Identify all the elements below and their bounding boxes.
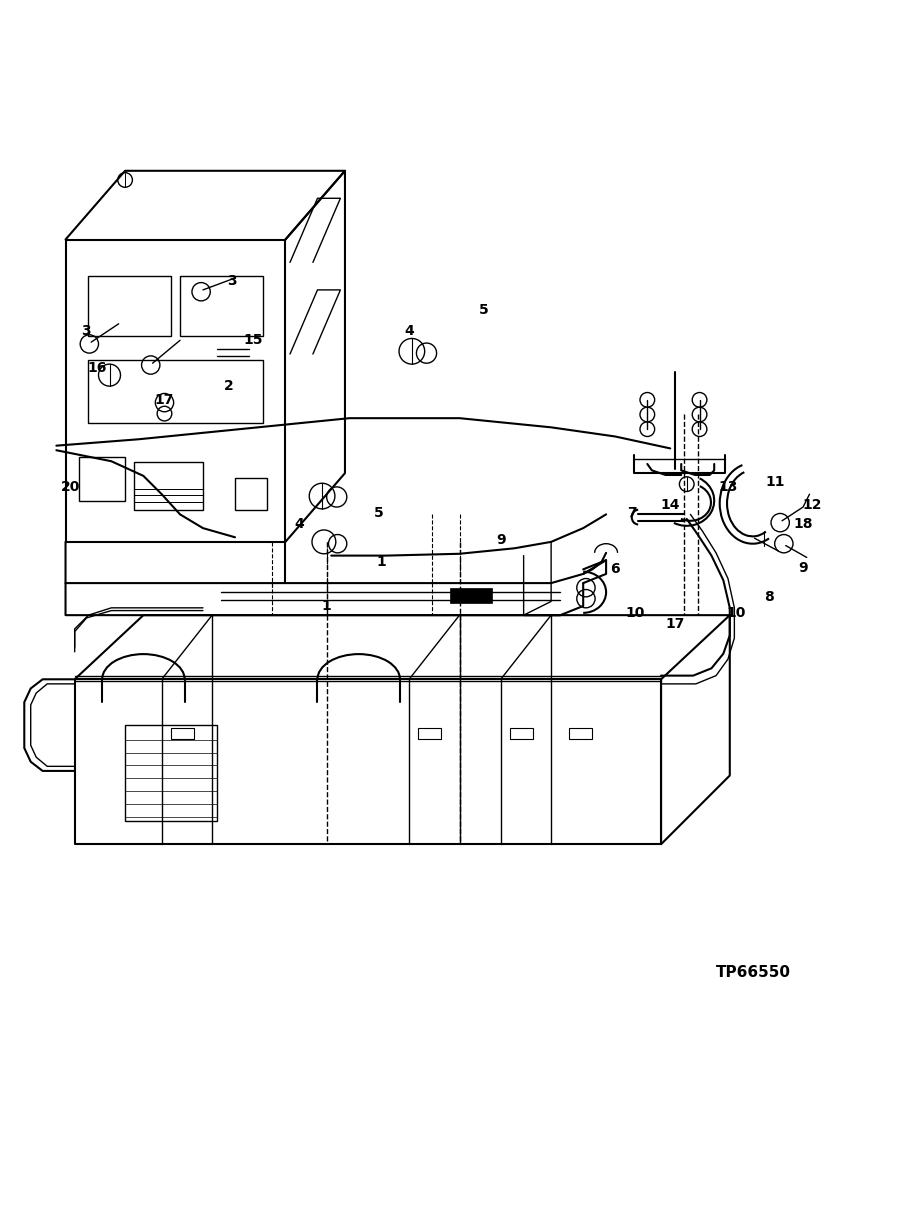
Bar xyxy=(88,276,171,336)
Bar xyxy=(418,728,441,739)
Bar xyxy=(180,276,263,336)
Bar xyxy=(125,725,217,822)
Bar xyxy=(88,360,263,423)
Text: 9: 9 xyxy=(496,533,505,547)
Text: 3: 3 xyxy=(81,324,90,338)
Bar xyxy=(510,728,533,739)
Text: 1: 1 xyxy=(322,599,332,613)
Text: 17: 17 xyxy=(154,393,175,407)
Text: 4: 4 xyxy=(294,516,304,531)
Text: 6: 6 xyxy=(610,562,620,577)
Text: 14: 14 xyxy=(661,498,680,513)
Text: 11: 11 xyxy=(766,475,786,490)
Bar xyxy=(450,588,492,604)
Text: 10: 10 xyxy=(626,606,645,621)
Text: 15: 15 xyxy=(244,333,263,348)
Text: TP66550: TP66550 xyxy=(716,965,791,981)
Bar xyxy=(134,462,203,510)
Text: 9: 9 xyxy=(799,560,808,574)
Text: 17: 17 xyxy=(665,617,685,631)
Text: 5: 5 xyxy=(374,505,384,520)
Bar xyxy=(79,457,125,501)
Bar xyxy=(171,728,194,739)
Text: 4: 4 xyxy=(404,324,414,338)
Text: 16: 16 xyxy=(88,361,108,375)
Text: 1: 1 xyxy=(377,555,387,568)
Text: 18: 18 xyxy=(793,516,812,531)
Text: 13: 13 xyxy=(719,480,738,494)
Text: 12: 12 xyxy=(802,498,822,513)
Text: 10: 10 xyxy=(727,606,746,621)
Text: 8: 8 xyxy=(765,590,774,604)
Text: 3: 3 xyxy=(228,274,237,287)
Text: 2: 2 xyxy=(223,379,233,393)
Bar xyxy=(235,478,267,510)
Text: 20: 20 xyxy=(61,480,80,494)
Text: 5: 5 xyxy=(480,303,489,318)
Text: 7: 7 xyxy=(627,505,637,520)
Bar xyxy=(570,728,593,739)
